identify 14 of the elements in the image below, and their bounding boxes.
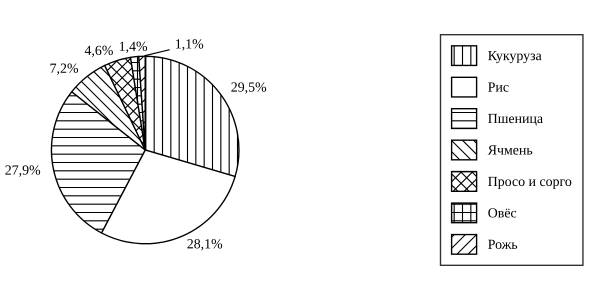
legend-label: Овёс	[488, 208, 516, 218]
legend-label: Просо и сорго	[488, 176, 572, 189]
data-label: 27,9%	[5, 165, 40, 177]
data-label: 29,5%	[231, 82, 266, 94]
data-label: 1,1%	[176, 39, 204, 51]
legend-label: Пшеница	[488, 114, 543, 126]
data-label: 7,2%	[50, 64, 78, 75]
data-label: 1,4%	[120, 42, 148, 54]
data-label: 4,6%	[84, 46, 113, 58]
legend-label: Рис	[488, 82, 509, 92]
legend-label: Кукуруза	[488, 51, 542, 64]
legend-label: Рожь	[488, 240, 518, 249]
legend-label: Ячмень	[488, 145, 532, 155]
data-label: 28,1%	[187, 239, 222, 250]
